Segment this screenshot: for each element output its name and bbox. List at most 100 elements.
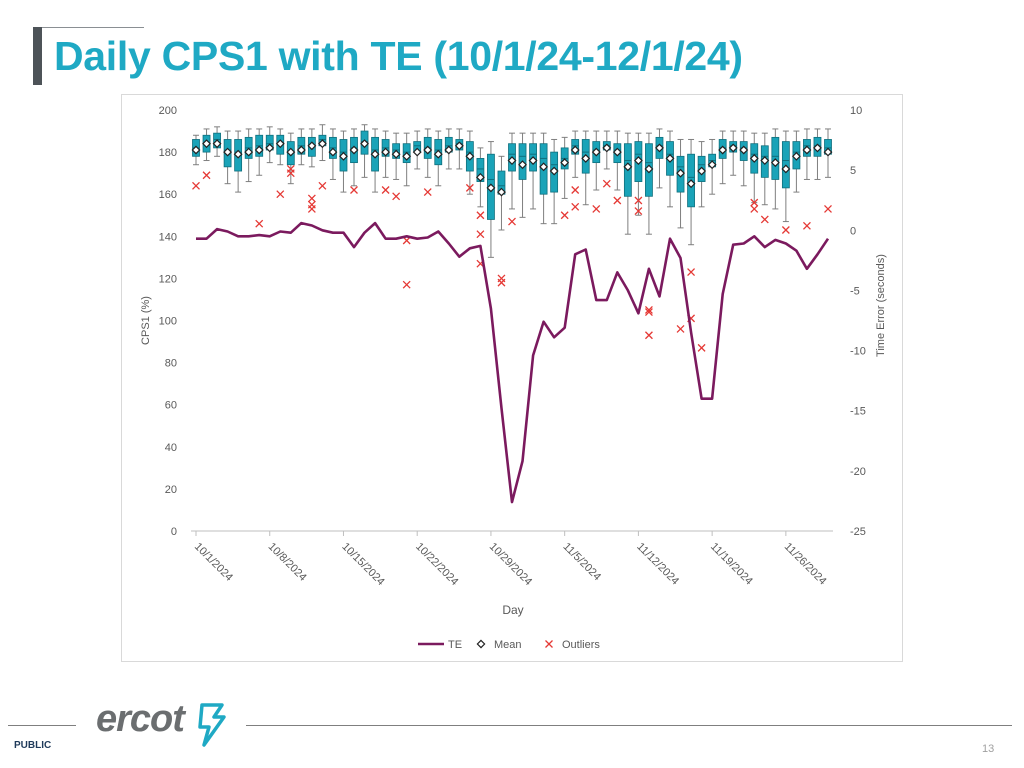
mean-marker	[813, 143, 822, 153]
outlier-marker	[192, 181, 200, 190]
outlier-marker	[644, 306, 653, 314]
x-tick-label: 10/1/2024	[192, 541, 235, 584]
y-left-tick-label: 40	[165, 442, 177, 454]
x-tick-label: 10/29/2024	[487, 541, 534, 588]
legend: TE Mean Outliers	[418, 639, 600, 651]
x-tick-label: 11/19/2024	[708, 541, 755, 588]
mean-marker	[275, 139, 285, 149]
box-day-14	[339, 130, 348, 193]
mean-marker	[486, 183, 496, 193]
mean-marker	[581, 153, 591, 163]
mean-marker	[497, 187, 506, 197]
outlier-marker	[497, 278, 506, 287]
mean-marker	[707, 160, 717, 170]
outlier-marker	[307, 194, 316, 203]
box-day-45	[666, 130, 674, 208]
box-day-38	[592, 130, 601, 191]
box-day-41	[623, 132, 632, 235]
box-day-30	[508, 132, 516, 210]
y-left-tick-label: 120	[159, 273, 177, 285]
legend-outliers-label: Outliers	[562, 639, 600, 651]
box-day-32	[529, 132, 537, 210]
mean-marker	[444, 145, 454, 155]
x-tick-label: 11/26/2024	[782, 541, 829, 588]
outlier-marker	[592, 204, 601, 213]
box-day-29	[497, 155, 506, 231]
mean-marker	[739, 145, 749, 155]
box-day-44	[655, 128, 664, 189]
legend-outliers-swatch	[545, 640, 553, 648]
footer-rule-right	[246, 725, 1012, 726]
box-day-47	[687, 138, 695, 246]
outlier-marker	[202, 171, 211, 180]
outlier-marker	[255, 219, 264, 228]
outlier-marker	[307, 204, 316, 213]
outlier-marker	[634, 207, 643, 215]
box-day-50	[718, 130, 727, 185]
outlier-marker	[750, 204, 759, 213]
mean-marker	[212, 139, 222, 149]
x-tick-label: 10/22/2024	[413, 541, 460, 588]
box-day-40	[613, 130, 622, 191]
mean-marker	[391, 149, 401, 159]
y-left-tick-label: 60	[165, 400, 177, 412]
box-day-33	[539, 132, 548, 225]
box-day-56	[781, 130, 790, 223]
outlier-marker	[402, 236, 411, 245]
mean-marker	[791, 151, 801, 161]
y-left-tick-label: 0	[171, 526, 177, 538]
outlier-marker	[687, 268, 696, 277]
mean-marker	[781, 164, 791, 174]
page-number: 13	[982, 743, 995, 755]
mean-marker	[433, 149, 443, 159]
mean-marker	[528, 156, 538, 165]
legend-mean-label: Mean	[494, 639, 522, 651]
mean-marker	[454, 141, 464, 151]
box-day-57	[792, 130, 801, 193]
outlier-marker	[350, 186, 358, 194]
outlier-marker	[644, 308, 653, 317]
y-left-tick-label: 180	[159, 147, 177, 159]
mean-marker	[602, 143, 612, 153]
box-day-59	[813, 128, 822, 180]
box-day-7	[265, 126, 274, 164]
mean-marker	[370, 149, 380, 159]
y-right-tick-label: 10	[850, 105, 862, 117]
box-day-43	[645, 132, 653, 235]
y-left-tick-label: 140	[159, 231, 177, 243]
x-tick-label: 11/5/2024	[561, 541, 604, 584]
mean-marker	[718, 145, 728, 155]
mean-marker	[612, 147, 622, 157]
mean-marker	[223, 147, 233, 157]
outlier-marker	[402, 280, 411, 289]
ercot-logo-text: ercot	[96, 698, 185, 740]
outlier-marker	[476, 211, 485, 220]
box-day-31	[518, 132, 527, 218]
mean-marker	[655, 143, 664, 153]
x-tick-label: 10/8/2024	[266, 541, 309, 584]
mean-marker	[623, 162, 633, 172]
x-axis-title: Day	[502, 603, 523, 617]
outlier-marker	[571, 186, 580, 194]
mean-marker	[233, 149, 243, 159]
mean-marker	[307, 141, 317, 151]
ercot-logo-bolt-icon	[198, 703, 226, 747]
mean-marker	[665, 153, 675, 163]
outlier-marker	[634, 196, 643, 205]
outlier-marker	[381, 186, 390, 194]
outlier-marker	[508, 217, 516, 226]
y-right-tick-label: -15	[850, 406, 866, 418]
outlier-marker	[392, 192, 401, 201]
y-right-tick-label: -5	[850, 285, 860, 297]
outlier-marker	[571, 202, 580, 211]
mean-marker	[539, 162, 549, 172]
box-day-35	[560, 136, 569, 199]
slide-title: Daily CPS1 with TE (10/1/24-12/1/24)	[54, 33, 743, 79]
mean-marker	[823, 147, 833, 157]
mean-marker	[507, 156, 517, 165]
mean-marker	[381, 147, 391, 157]
mean-marker	[518, 160, 527, 170]
outlier-marker	[697, 343, 706, 352]
box-day-51	[729, 130, 738, 176]
outlier-marker	[824, 204, 832, 213]
